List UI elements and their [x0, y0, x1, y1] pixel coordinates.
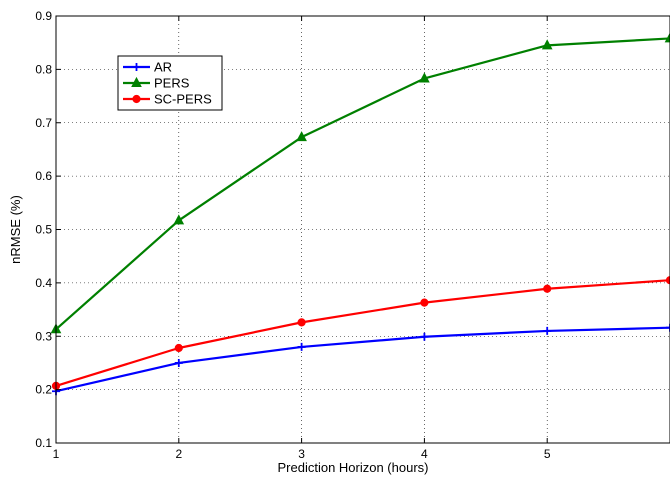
series-line [55, 37, 670, 331]
legend-marker [132, 94, 141, 104]
legend-marker [131, 76, 142, 87]
data-point [297, 318, 306, 327]
data-point [173, 214, 185, 225]
legend-label: SC-PERS [154, 92, 212, 107]
data-point [420, 298, 429, 307]
data-point [296, 131, 307, 142]
x-tick-label: 5 [544, 447, 551, 461]
data-point [543, 284, 552, 293]
series-layer [50, 32, 670, 396]
legend-item: PERS [123, 76, 190, 91]
y-tick-label: 0.6 [35, 169, 52, 183]
series-line [55, 279, 670, 387]
y-tick-label: 0.1 [35, 436, 52, 450]
y-tick-label: 0.2 [35, 383, 52, 397]
legend-item: AR [123, 60, 172, 75]
data-point [297, 342, 306, 351]
data-point [664, 32, 670, 43]
legend-marker [132, 63, 141, 71]
legend-item: SC-PERS [123, 92, 212, 107]
y-axis-label: nRMSE (%) [8, 195, 23, 264]
y-tick-label: 0.5 [35, 223, 52, 237]
data-point [543, 326, 552, 335]
axis-ticks: 1 2 3 4 5 0.1 0.2 0.3 0.4 0.5 0.6 0.7 0.8 0.9 [35, 9, 551, 461]
y-tick-label: 0.7 [35, 116, 52, 130]
data-point [541, 39, 553, 50]
series-pers [50, 32, 670, 334]
data-point [665, 276, 670, 285]
legend-label: PERS [154, 76, 190, 91]
x-tick-label: 4 [421, 447, 428, 461]
y-tick-label: 0.8 [35, 62, 52, 76]
data-point [419, 72, 430, 83]
x-tick-label: 2 [175, 447, 182, 461]
data-point [174, 358, 183, 367]
y-tick-label: 0.9 [35, 9, 52, 23]
x-tick-label: 1 [53, 447, 60, 461]
series-line [55, 326, 670, 393]
x-tick-label: 3 [298, 447, 305, 461]
y-tick-label: 0.4 [35, 276, 52, 290]
x-axis-label: Prediction Horizon (hours) [277, 460, 428, 475]
y-tick-label: 0.3 [35, 329, 52, 343]
data-point [420, 332, 429, 341]
legend-label: AR [154, 60, 172, 75]
data-point [666, 323, 670, 332]
data-point [174, 343, 183, 353]
